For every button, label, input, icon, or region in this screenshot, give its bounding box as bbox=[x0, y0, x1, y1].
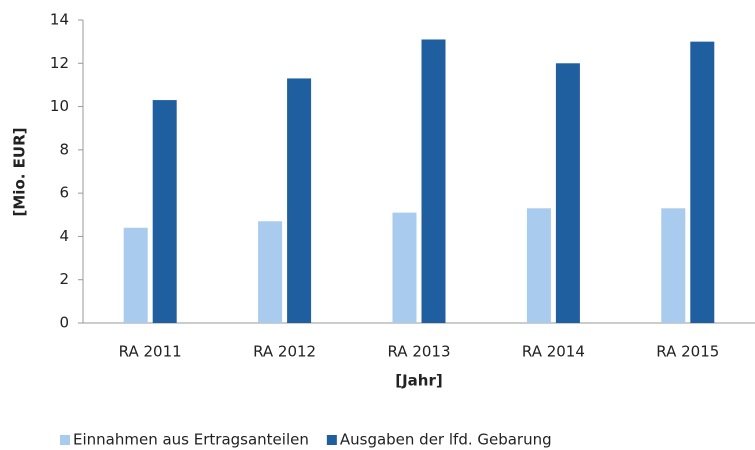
x-tick-label: RA 2012 bbox=[253, 343, 316, 361]
y-tick-label: 6 bbox=[59, 184, 69, 202]
bar bbox=[287, 78, 312, 323]
x-tick-label: RA 2014 bbox=[522, 343, 585, 361]
y-tick-label: 10 bbox=[50, 97, 69, 115]
bar bbox=[661, 208, 686, 323]
bar bbox=[258, 221, 283, 323]
y-axis-title: [Mio. EUR] bbox=[11, 128, 29, 217]
y-tick-label: 2 bbox=[59, 270, 69, 288]
x-axis-title: [Jahr] bbox=[395, 372, 443, 390]
bar bbox=[526, 208, 551, 323]
y-tick-label: 14 bbox=[50, 11, 69, 29]
bar bbox=[123, 227, 148, 323]
y-tick-label: 8 bbox=[59, 140, 69, 158]
legend-label: Einnahmen aus Ertragsanteilen bbox=[73, 431, 309, 449]
bar bbox=[421, 39, 446, 323]
x-tick-label: RA 2015 bbox=[656, 343, 719, 361]
legend-swatch bbox=[326, 435, 337, 445]
y-tick-label: 0 bbox=[59, 314, 69, 332]
bar bbox=[152, 100, 177, 323]
bar bbox=[555, 63, 580, 324]
bar bbox=[690, 41, 715, 324]
y-tick-label: 4 bbox=[59, 227, 69, 245]
legend-label: Ausgaben der lfd. Gebarung bbox=[340, 431, 552, 449]
y-tick-label: 12 bbox=[50, 54, 69, 72]
legend-swatch bbox=[60, 435, 70, 445]
x-tick-label: RA 2011 bbox=[119, 343, 182, 361]
bar bbox=[392, 212, 417, 323]
x-tick-label: RA 2013 bbox=[387, 343, 450, 361]
